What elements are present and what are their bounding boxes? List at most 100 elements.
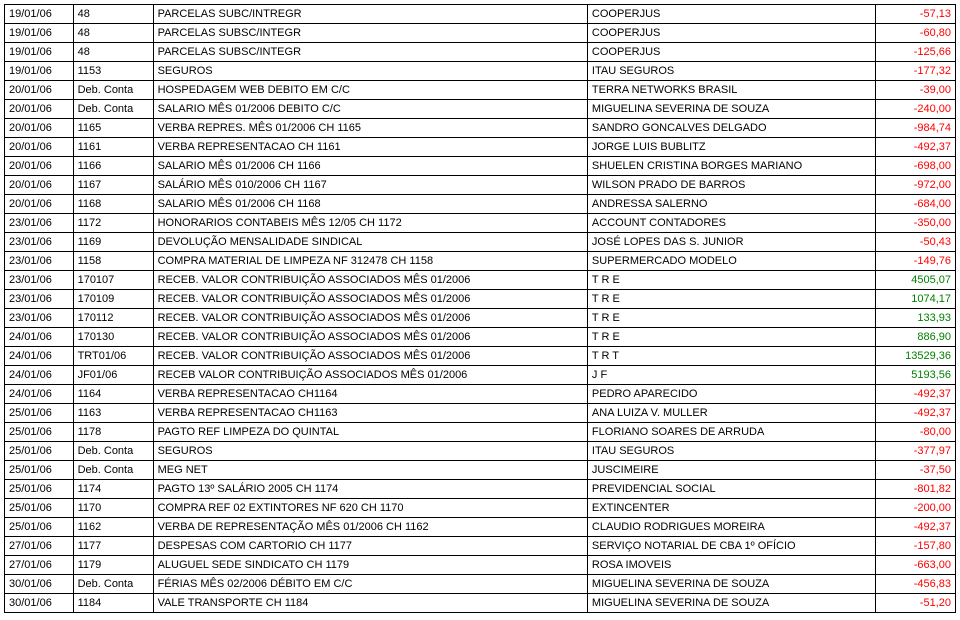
cell-party: SHUELEN CRISTINA BORGES MARIANO — [587, 157, 875, 176]
cell-amount: -492,37 — [875, 138, 955, 157]
cell-date: 30/01/06 — [5, 594, 74, 613]
cell-date: 25/01/06 — [5, 461, 74, 480]
cell-ref: 170112 — [73, 309, 153, 328]
cell-party: T R E — [587, 328, 875, 347]
cell-ref: TRT01/06 — [73, 347, 153, 366]
table-row: 25/01/061163VERBA REPRESENTACAO CH1163AN… — [5, 404, 956, 423]
cell-party: JOSÉ LOPES DAS S. JUNIOR — [587, 233, 875, 252]
cell-amount: -57,13 — [875, 5, 955, 24]
cell-date: 23/01/06 — [5, 233, 74, 252]
cell-desc: SALARIO MÊS 01/2006 DEBITO C/C — [153, 100, 587, 119]
table-row: 30/01/06Deb. ContaFÉRIAS MÊS 02/2006 DÉB… — [5, 575, 956, 594]
cell-party: ROSA IMOVEIS — [587, 556, 875, 575]
cell-desc: RECEB. VALOR CONTRIBUIÇÃO ASSOCIADOS MÊS… — [153, 271, 587, 290]
table-row: 23/01/06170112RECEB. VALOR CONTRIBUIÇÃO … — [5, 309, 956, 328]
cell-ref: 1166 — [73, 157, 153, 176]
table-row: 20/01/06Deb. ContaSALARIO MÊS 01/2006 DE… — [5, 100, 956, 119]
cell-desc: SALÁRIO MÊS 010/2006 CH 1167 — [153, 176, 587, 195]
table-row: 20/01/06Deb. ContaHOSPEDAGEM WEB DEBITO … — [5, 81, 956, 100]
cell-amount: -801,82 — [875, 480, 955, 499]
cell-amount: -39,00 — [875, 81, 955, 100]
cell-ref: 1169 — [73, 233, 153, 252]
cell-ref: 1162 — [73, 518, 153, 537]
cell-desc: SEGUROS — [153, 442, 587, 461]
cell-desc: VERBA REPRESENTACAO CH 1161 — [153, 138, 587, 157]
cell-amount: 13529,36 — [875, 347, 955, 366]
cell-amount: -492,37 — [875, 385, 955, 404]
cell-date: 20/01/06 — [5, 176, 74, 195]
cell-party: ANDRESSA SALERNO — [587, 195, 875, 214]
cell-date: 19/01/06 — [5, 5, 74, 24]
cell-desc: VERBA REPRESENTACAO CH1164 — [153, 385, 587, 404]
cell-ref: 170109 — [73, 290, 153, 309]
table-row: 25/01/061162VERBA DE REPRESENTAÇÃO MÊS 0… — [5, 518, 956, 537]
cell-amount: -492,37 — [875, 404, 955, 423]
cell-amount: -492,37 — [875, 518, 955, 537]
cell-desc: SALARIO MÊS 01/2006 CH 1168 — [153, 195, 587, 214]
cell-party: MIGUELINA SEVERINA DE SOUZA — [587, 575, 875, 594]
cell-date: 30/01/06 — [5, 575, 74, 594]
cell-desc: VALE TRANSPORTE CH 1184 — [153, 594, 587, 613]
cell-desc: COMPRA MATERIAL DE LIMPEZA NF 312478 CH … — [153, 252, 587, 271]
cell-desc: MEG NET — [153, 461, 587, 480]
cell-party: ITAU SEGUROS — [587, 62, 875, 81]
cell-desc: DESPESAS COM CARTORIO CH 1177 — [153, 537, 587, 556]
cell-amount: -350,00 — [875, 214, 955, 233]
cell-date: 25/01/06 — [5, 404, 74, 423]
cell-party: ACCOUNT CONTADORES — [587, 214, 875, 233]
cell-desc: RECEB VALOR CONTRIBUIÇÃO ASSOCIADOS MÊS … — [153, 366, 587, 385]
table-row: 25/01/061178PAGTO REF LIMPEZA DO QUINTAL… — [5, 423, 956, 442]
cell-party: SANDRO GONCALVES DELGADO — [587, 119, 875, 138]
cell-amount: -80,00 — [875, 423, 955, 442]
cell-ref: 48 — [73, 24, 153, 43]
cell-desc: PAGTO 13º SALÁRIO 2005 CH 1174 — [153, 480, 587, 499]
table-row: 23/01/061172HONORARIOS CONTABEIS MÊS 12/… — [5, 214, 956, 233]
cell-date: 20/01/06 — [5, 81, 74, 100]
cell-amount: 886,90 — [875, 328, 955, 347]
cell-party: ITAU SEGUROS — [587, 442, 875, 461]
cell-ref: 170130 — [73, 328, 153, 347]
cell-date: 19/01/06 — [5, 43, 74, 62]
cell-party: TERRA NETWORKS BRASIL — [587, 81, 875, 100]
cell-party: T R E — [587, 309, 875, 328]
cell-date: 24/01/06 — [5, 366, 74, 385]
cell-date: 25/01/06 — [5, 480, 74, 499]
cell-date: 20/01/06 — [5, 100, 74, 119]
cell-date: 23/01/06 — [5, 290, 74, 309]
cell-amount: 133,93 — [875, 309, 955, 328]
cell-party: MIGUELINA SEVERINA DE SOUZA — [587, 594, 875, 613]
cell-amount: -240,00 — [875, 100, 955, 119]
cell-desc: RECEB. VALOR CONTRIBUIÇÃO ASSOCIADOS MÊS… — [153, 347, 587, 366]
cell-party: EXTINCENTER — [587, 499, 875, 518]
cell-desc: COMPRA REF 02 EXTINTORES NF 620 CH 1170 — [153, 499, 587, 518]
cell-party: J F — [587, 366, 875, 385]
cell-desc: SALARIO MÊS 01/2006 CH 1166 — [153, 157, 587, 176]
cell-date: 27/01/06 — [5, 537, 74, 556]
cell-party: ANA LUIZA V. MULLER — [587, 404, 875, 423]
cell-amount: 5193,56 — [875, 366, 955, 385]
table-row: 19/01/0648PARCELAS SUBC/INTREGRCOOPERJUS… — [5, 5, 956, 24]
cell-date: 25/01/06 — [5, 518, 74, 537]
cell-party: JORGE LUIS BUBLITZ — [587, 138, 875, 157]
table-row: 23/01/061158COMPRA MATERIAL DE LIMPEZA N… — [5, 252, 956, 271]
cell-amount: -984,74 — [875, 119, 955, 138]
table-row: 27/01/061177DESPESAS COM CARTORIO CH 117… — [5, 537, 956, 556]
cell-date: 20/01/06 — [5, 119, 74, 138]
cell-party: CLAUDIO RODRIGUES MOREIRA — [587, 518, 875, 537]
cell-date: 23/01/06 — [5, 271, 74, 290]
cell-amount: -60,80 — [875, 24, 955, 43]
table-row: 24/01/06170130RECEB. VALOR CONTRIBUIÇÃO … — [5, 328, 956, 347]
cell-ref: 48 — [73, 43, 153, 62]
table-row: 30/01/061184VALE TRANSPORTE CH 1184MIGUE… — [5, 594, 956, 613]
cell-desc: HOSPEDAGEM WEB DEBITO EM C/C — [153, 81, 587, 100]
cell-desc: PAGTO REF LIMPEZA DO QUINTAL — [153, 423, 587, 442]
table-row: 25/01/061170COMPRA REF 02 EXTINTORES NF … — [5, 499, 956, 518]
table-row: 23/01/061169DEVOLUÇÃO MENSALIDADE SINDIC… — [5, 233, 956, 252]
cell-amount: -51,20 — [875, 594, 955, 613]
cell-ref: 1167 — [73, 176, 153, 195]
cell-desc: PARCELAS SUBSC/INTEGR — [153, 24, 587, 43]
cell-desc: PARCELAS SUBSC/INTEGR — [153, 43, 587, 62]
cell-date: 27/01/06 — [5, 556, 74, 575]
cell-date: 24/01/06 — [5, 385, 74, 404]
cell-ref: 1161 — [73, 138, 153, 157]
